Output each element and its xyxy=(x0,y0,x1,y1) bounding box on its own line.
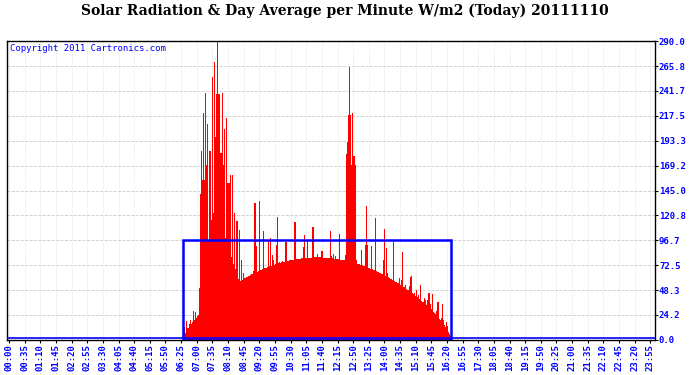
Text: Solar Radiation & Day Average per Minute W/m2 (Today) 20111110: Solar Radiation & Day Average per Minute… xyxy=(81,4,609,18)
Text: Copyright 2011 Cartronics.com: Copyright 2011 Cartronics.com xyxy=(10,44,166,53)
Bar xyxy=(184,240,451,340)
